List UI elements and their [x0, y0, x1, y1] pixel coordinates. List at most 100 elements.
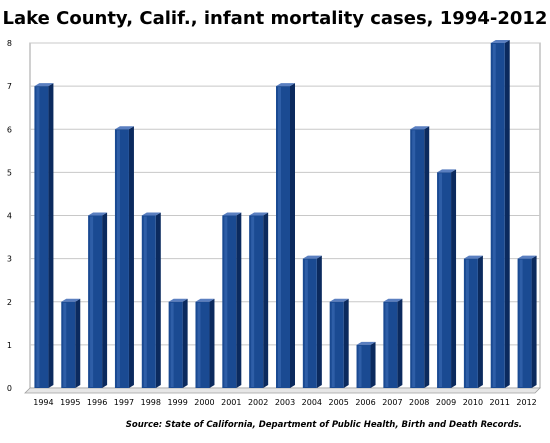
y-tick-label: 7	[7, 82, 12, 91]
x-tick-label: 2004	[302, 398, 322, 407]
y-tick-label: 0	[7, 384, 12, 393]
bar-highlight	[412, 130, 416, 387]
bar-top	[61, 298, 81, 302]
bar-highlight	[251, 216, 255, 387]
bar-highlight	[439, 173, 443, 387]
plot-floor	[24, 387, 541, 394]
bar	[61, 298, 81, 388]
bar	[276, 83, 295, 388]
x-tick-label: 2011	[490, 398, 510, 407]
bar	[437, 169, 457, 388]
bars-layer	[34, 40, 537, 388]
bar-highlight	[116, 130, 120, 387]
bar-highlight	[385, 302, 389, 387]
x-tick-label: 2010	[463, 398, 483, 407]
bar-top	[437, 169, 457, 173]
bar-top	[383, 298, 403, 302]
bar-highlight	[63, 302, 67, 387]
bar	[490, 40, 510, 388]
x-tick-label: 2012	[516, 398, 536, 407]
bar-highlight	[358, 345, 362, 387]
bar-side	[102, 212, 108, 388]
bar-highlight	[197, 302, 201, 387]
y-tick-label: 6	[7, 125, 12, 134]
x-tick-label: 1998	[141, 398, 161, 407]
bar	[302, 255, 322, 388]
bar-side	[128, 126, 134, 388]
bar-side	[451, 169, 457, 388]
y-tick-label: 5	[7, 168, 12, 177]
bar-side	[504, 40, 510, 388]
x-tick-label: 1996	[87, 398, 107, 407]
bar-side	[263, 212, 269, 388]
bar-side	[316, 255, 322, 388]
y-tick-label: 1	[7, 341, 12, 350]
bar-highlight	[170, 302, 174, 387]
bar-side	[182, 298, 188, 388]
bar-highlight	[519, 259, 523, 387]
x-tick-label: 1995	[60, 398, 80, 407]
bar-highlight	[492, 44, 496, 387]
bar	[383, 298, 403, 388]
x-tick-label: 2009	[436, 398, 456, 407]
bar-highlight	[36, 87, 40, 387]
bar-highlight	[90, 216, 94, 387]
x-tick-label: 1994	[33, 398, 53, 407]
bar	[168, 298, 188, 388]
x-tick-label: 2002	[248, 398, 268, 407]
source-note: Source: State of California, Department …	[125, 420, 522, 430]
x-tick-label: 2007	[382, 398, 402, 407]
y-tick-label: 4	[7, 212, 12, 221]
bar-highlight	[465, 259, 469, 387]
x-tick-label: 2001	[221, 398, 241, 407]
bar-highlight	[224, 216, 228, 387]
bar-side	[477, 255, 483, 388]
bar-side	[397, 298, 403, 388]
bar-top	[168, 298, 188, 302]
x-tick-label: 2008	[409, 398, 429, 407]
bar-highlight	[278, 87, 281, 387]
bar-side	[236, 212, 242, 388]
bar-top	[410, 126, 430, 130]
bar	[195, 298, 215, 388]
bar-side	[155, 212, 161, 388]
bar-side	[290, 83, 295, 388]
y-axis: 0 1 2 3 4 5 6 7 8	[7, 39, 12, 393]
x-axis: 1994 1995 1996 1997 1998 1999 2000 2001 2002 2003…	[33, 398, 537, 407]
bar-side	[531, 255, 537, 388]
x-tick-label: 1997	[114, 398, 134, 407]
bar-highlight	[304, 259, 308, 387]
bar	[463, 255, 483, 388]
bar-top	[329, 298, 349, 302]
y-tick-label: 2	[7, 298, 12, 307]
bar-top	[88, 212, 108, 216]
bar-side	[370, 341, 376, 388]
bar-side	[209, 298, 215, 388]
bar	[329, 298, 349, 388]
bar-highlight	[143, 216, 147, 387]
x-tick-label: 2005	[329, 398, 349, 407]
bar	[114, 126, 134, 388]
x-tick-label: 1999	[167, 398, 187, 407]
bar	[88, 212, 108, 388]
bar-highlight	[331, 302, 335, 387]
bar-side	[75, 298, 81, 388]
bar	[517, 255, 537, 388]
bar	[356, 341, 376, 388]
x-tick-label: 2003	[275, 398, 295, 407]
bar-top	[222, 212, 242, 216]
bar-side	[424, 126, 430, 388]
bar-top	[114, 126, 134, 130]
bar-top	[490, 40, 510, 43]
bar-top	[463, 255, 483, 259]
chart-title: Lake County, Calif., infant mortality ca…	[2, 8, 548, 29]
bar-top	[356, 341, 376, 345]
bar	[249, 212, 269, 388]
bar-top	[34, 83, 54, 87]
bar-top	[302, 255, 322, 259]
bar-top	[249, 212, 269, 216]
bar	[222, 212, 242, 388]
bar-top	[276, 83, 295, 87]
bar-top	[141, 212, 161, 216]
